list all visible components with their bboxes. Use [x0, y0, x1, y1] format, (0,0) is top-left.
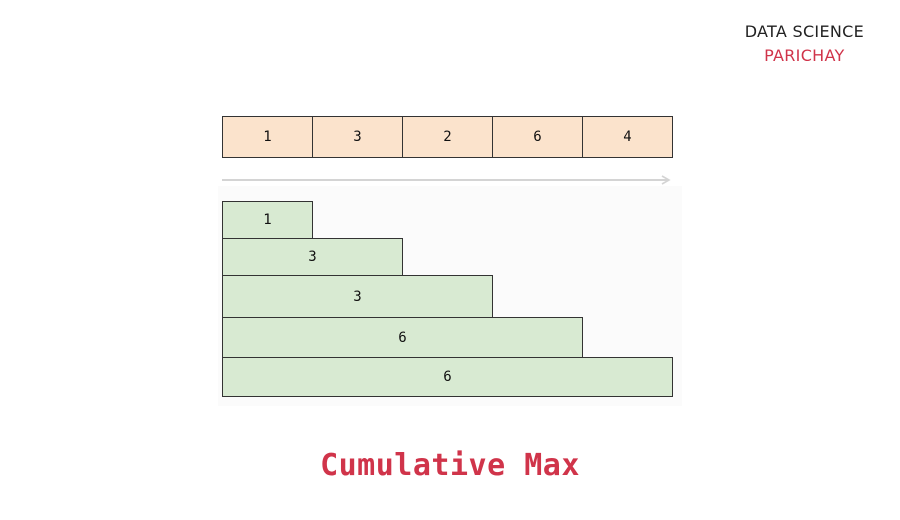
- cumulative-bar: 6: [222, 357, 673, 397]
- page-title: Cumulative Max: [320, 448, 580, 483]
- input-array: 1 3 2 6 4: [222, 116, 673, 158]
- cumulative-bar: 6: [222, 317, 583, 358]
- direction-arrow-icon: [222, 175, 671, 185]
- cumulative-bar: 3: [222, 238, 403, 276]
- input-cell: 6: [493, 117, 583, 157]
- input-cell: 1: [223, 117, 313, 157]
- brand-line-data-science: DATA SCIENCE: [744, 22, 864, 41]
- cumulative-bar: 3: [222, 275, 493, 318]
- brand-line-parichay: PARICHAY: [764, 46, 845, 65]
- cumulative-bar: 1: [222, 201, 313, 239]
- input-cell: 2: [403, 117, 493, 157]
- brand-logo: DATA SCIENCE PARICHAY: [745, 20, 864, 68]
- input-cell: 4: [623, 129, 632, 145]
- input-cell: 3: [313, 117, 403, 157]
